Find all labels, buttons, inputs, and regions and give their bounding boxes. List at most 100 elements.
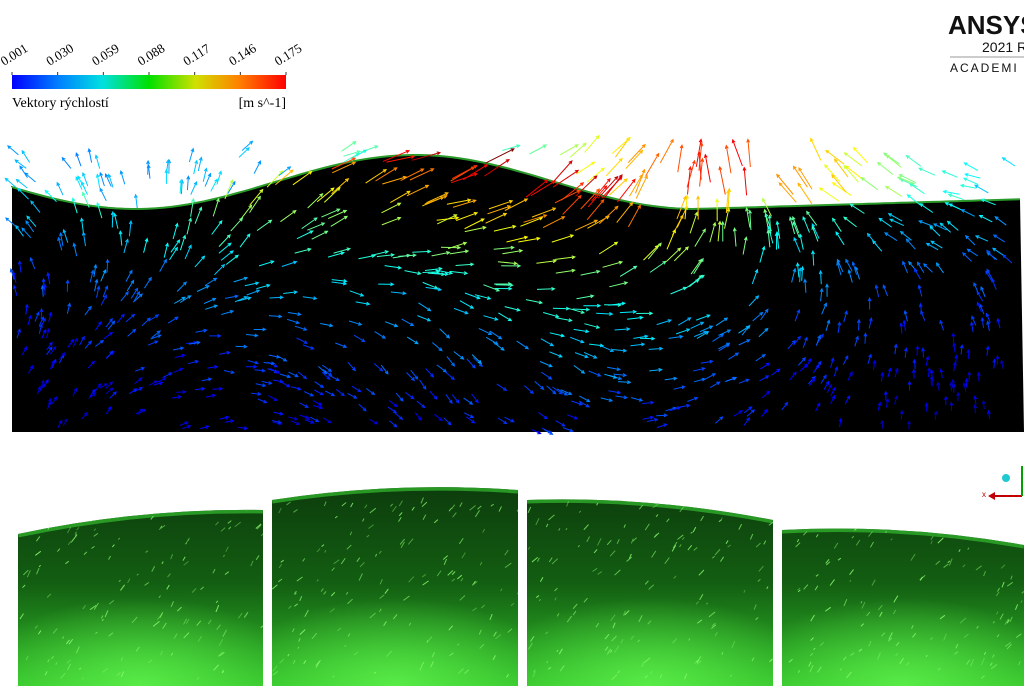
tracer-particle bbox=[422, 662, 425, 665]
velocity-arrow bbox=[980, 285, 986, 298]
velocity-arrow bbox=[387, 406, 398, 414]
velocity-arrow bbox=[322, 364, 333, 373]
velocity-arrow bbox=[867, 353, 872, 364]
velocity-arrow bbox=[837, 321, 842, 334]
tracer-particle bbox=[451, 504, 456, 509]
tracer-particle bbox=[909, 521, 914, 527]
velocity-arrow bbox=[95, 173, 101, 189]
velocity-arrow bbox=[696, 195, 701, 220]
velocity-arrow bbox=[250, 391, 262, 396]
tracer-particle bbox=[1001, 581, 1005, 588]
tracer-particle bbox=[583, 524, 589, 531]
velocity-arrow bbox=[715, 198, 720, 222]
velocity-arrow bbox=[738, 325, 751, 334]
velocity-arrow bbox=[234, 296, 249, 303]
tracer-particle bbox=[688, 638, 691, 641]
velocity-arrow bbox=[761, 390, 771, 399]
velocity-arrow bbox=[201, 377, 213, 382]
velocity-arrow bbox=[21, 149, 31, 163]
tracer-particle bbox=[1014, 521, 1016, 526]
tracer-particle bbox=[222, 629, 227, 637]
velocity-arrow bbox=[134, 193, 138, 209]
velocity-arrow bbox=[256, 283, 271, 290]
tracer-particle bbox=[375, 553, 378, 557]
velocity-arrow bbox=[763, 208, 769, 229]
tracer-particle bbox=[474, 510, 480, 518]
velocity-arrow bbox=[249, 195, 261, 213]
velocity-arrow bbox=[775, 220, 781, 239]
tracer-particle bbox=[877, 604, 883, 611]
velocity-arrow bbox=[541, 371, 553, 380]
tracer-particle bbox=[595, 622, 600, 628]
tracer-particle bbox=[280, 559, 284, 563]
tracer-particle bbox=[170, 553, 174, 560]
velocity-arrow bbox=[962, 382, 967, 392]
velocity-arrow bbox=[759, 375, 770, 382]
velocity-arrow bbox=[406, 336, 419, 345]
velocity-arrow bbox=[504, 198, 529, 211]
velocity-arrow bbox=[443, 417, 452, 426]
velocity-arrow bbox=[143, 237, 149, 253]
velocity-arrow bbox=[21, 346, 28, 356]
tracer-particle bbox=[962, 564, 966, 568]
velocity-arrow bbox=[687, 396, 699, 402]
tracer-particle bbox=[955, 643, 959, 649]
tracer-particle bbox=[757, 578, 761, 582]
tracer-particle bbox=[797, 589, 801, 593]
tracer-particle bbox=[738, 523, 743, 530]
velocity-arrow bbox=[781, 401, 789, 411]
velocity-arrow bbox=[540, 338, 555, 347]
tracer-particle bbox=[65, 639, 70, 645]
velocity-arrow bbox=[838, 417, 843, 428]
tracer-particle bbox=[93, 528, 97, 531]
tracer-particle bbox=[237, 612, 243, 619]
velocity-arrow bbox=[94, 154, 101, 169]
tracer-particle bbox=[753, 604, 757, 610]
velocity-arrow bbox=[992, 358, 997, 369]
tracer-particle bbox=[869, 541, 874, 548]
velocity-arrow bbox=[196, 285, 210, 292]
velocity-arrow bbox=[316, 187, 335, 203]
tracer-particle bbox=[479, 643, 485, 649]
velocity-arrow bbox=[46, 341, 53, 351]
tracer-particle bbox=[751, 657, 755, 662]
velocity-arrow bbox=[290, 420, 301, 425]
tracer-particle bbox=[935, 560, 941, 566]
tracer-particle bbox=[408, 576, 415, 583]
velocity-arrow bbox=[172, 346, 185, 351]
tracer-particle bbox=[195, 498, 198, 501]
velocity-arrow bbox=[573, 328, 590, 334]
velocity-arrow bbox=[887, 367, 892, 378]
velocity-arrow bbox=[205, 393, 217, 398]
velocity-arrow bbox=[358, 403, 367, 412]
velocity-arrow bbox=[963, 162, 979, 172]
tracer-particle bbox=[183, 560, 189, 566]
tracer-particle bbox=[537, 557, 540, 562]
velocity-arrow bbox=[347, 361, 357, 372]
velocity-arrow bbox=[797, 356, 807, 366]
tracer-particle bbox=[770, 515, 773, 520]
velocity-arrow bbox=[193, 159, 199, 175]
velocity-arrow bbox=[416, 400, 426, 409]
velocity-arrow bbox=[578, 400, 590, 408]
tracer-particle bbox=[101, 618, 104, 622]
velocity-arrow bbox=[762, 197, 772, 217]
tracer-particle bbox=[729, 674, 733, 677]
velocity-arrow bbox=[312, 400, 323, 406]
velocity-arrow bbox=[485, 212, 508, 224]
tracer-particle bbox=[293, 509, 298, 513]
tracer-particle bbox=[538, 598, 541, 602]
velocity-arrow bbox=[529, 144, 548, 155]
tracer-particle bbox=[344, 644, 347, 648]
velocity-arrow bbox=[847, 371, 853, 381]
velocity-arrow bbox=[311, 230, 329, 240]
velocity-arrow bbox=[205, 304, 219, 310]
tracer-particle bbox=[1004, 641, 1012, 647]
tracer-particle bbox=[200, 586, 205, 591]
velocity-arrow bbox=[555, 268, 576, 274]
velocity-arrow bbox=[341, 140, 357, 152]
velocity-arrow bbox=[381, 216, 402, 226]
tracer-particle bbox=[653, 532, 660, 538]
velocity-arrow bbox=[944, 202, 960, 210]
tracer-particle bbox=[720, 517, 723, 520]
